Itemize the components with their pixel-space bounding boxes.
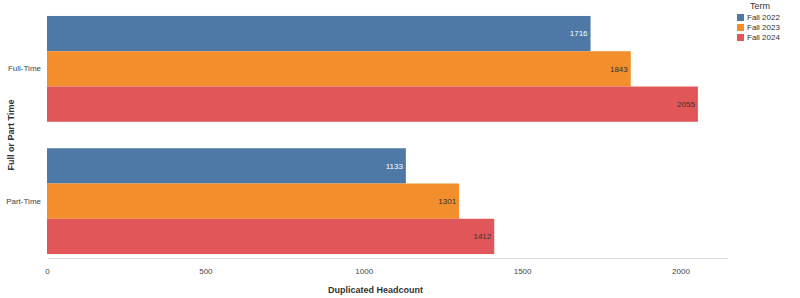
x-tick-label: 500 xyxy=(199,267,213,276)
bar xyxy=(47,219,494,254)
bar xyxy=(47,16,591,51)
legend-item: Fall 2022 xyxy=(737,13,780,22)
data-label: 1843 xyxy=(610,65,628,74)
data-label: 2055 xyxy=(677,100,695,109)
plot-area: 1716 1133 1843 1301 2055 1412 0 500 1000 1500 2000… xyxy=(6,13,728,276)
y-tick: Full-Time xyxy=(8,64,47,73)
series xyxy=(47,51,631,219)
chart: 1716 1133 1843 1301 2055 1412 0 500 1000 1500 2000… xyxy=(0,0,800,298)
x-axis-line xyxy=(48,258,729,259)
x-tick: 1000 xyxy=(355,258,373,276)
y-tick-label: Full-Time xyxy=(8,64,42,73)
x-tick: 500 xyxy=(199,258,213,276)
bars xyxy=(47,16,698,254)
x-tick-label: 1500 xyxy=(514,267,532,276)
series xyxy=(47,87,698,255)
legend-title: Term xyxy=(750,1,770,11)
y-tick-label: Part-Time xyxy=(6,197,41,206)
data-labels: 1716 1133 1843 1301 2055 1412 xyxy=(386,29,696,241)
x-tick: 2000 xyxy=(672,258,690,276)
x-axis-title: Duplicated Headcount xyxy=(328,285,423,295)
x-axis: 0 500 1000 1500 2000 xyxy=(45,258,728,276)
legend-label: Fall 2024 xyxy=(747,33,780,42)
legend-swatch xyxy=(737,24,744,31)
x-tick-label: 2000 xyxy=(672,267,690,276)
bar xyxy=(47,183,459,218)
legend-item: Fall 2024 xyxy=(737,33,780,42)
x-tick-label: 1000 xyxy=(355,267,373,276)
bar xyxy=(47,148,406,183)
x-tick: 1500 xyxy=(514,258,532,276)
data-label: 1301 xyxy=(438,197,456,206)
y-axis-title: Full or Part Time xyxy=(6,100,16,171)
x-tick: 0 xyxy=(45,258,50,276)
legend: Term Fall 2022Fall 2023Fall 2024 xyxy=(737,1,780,42)
legend-item: Fall 2023 xyxy=(737,23,780,32)
legend-swatch xyxy=(737,34,744,41)
data-label: 1133 xyxy=(386,162,404,171)
bar xyxy=(47,87,698,122)
data-label: 1412 xyxy=(473,232,491,241)
bar xyxy=(47,51,631,86)
x-tick-label: 0 xyxy=(45,267,50,276)
legend-label: Fall 2022 xyxy=(747,13,780,22)
legend-label: Fall 2023 xyxy=(747,23,780,32)
data-label: 1716 xyxy=(570,29,588,38)
y-axis-line xyxy=(47,13,48,259)
legend-swatch xyxy=(737,14,744,21)
y-axis: Full-Time Part-Time xyxy=(6,13,47,259)
y-tick: Part-Time xyxy=(6,197,47,206)
